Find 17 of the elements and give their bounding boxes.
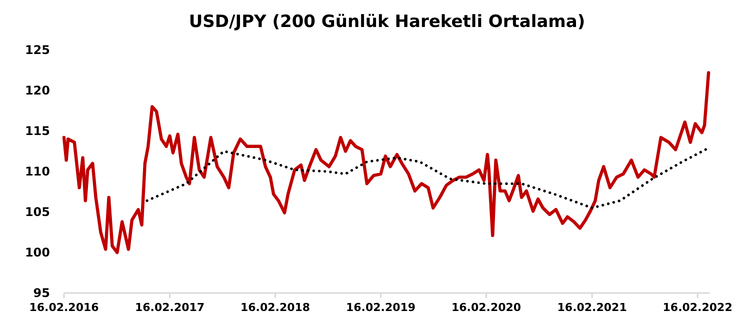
y-tick-label: 95 [33, 286, 50, 300]
y-tick-label: 125 [24, 43, 50, 58]
y-tick-label: 100 [24, 246, 50, 260]
chart-title: USD/JPY (200 Günlük Hareketli Ortalama) [188, 12, 586, 32]
x-tick-label: 16.02.2016 [29, 301, 100, 314]
x-tick-label: 16.02.2018 [240, 301, 310, 314]
y-tick-label: 120 [24, 84, 50, 98]
x-tick-label: 16.02.2021 [557, 301, 627, 314]
y-tick-label: 105 [24, 205, 50, 220]
line-series [146, 146, 710, 210]
x-tick-label: 16.02.2017 [134, 301, 205, 314]
x-tick-label: 16.02.2022 [662, 301, 732, 314]
y-tick-label: 115 [24, 124, 50, 138]
x-tick-label: 16.02.2020 [451, 301, 522, 314]
x-tick-label: 16.02.2019 [346, 301, 416, 314]
y-tick-label: 110 [24, 164, 50, 179]
line-series [62, 71, 710, 254]
